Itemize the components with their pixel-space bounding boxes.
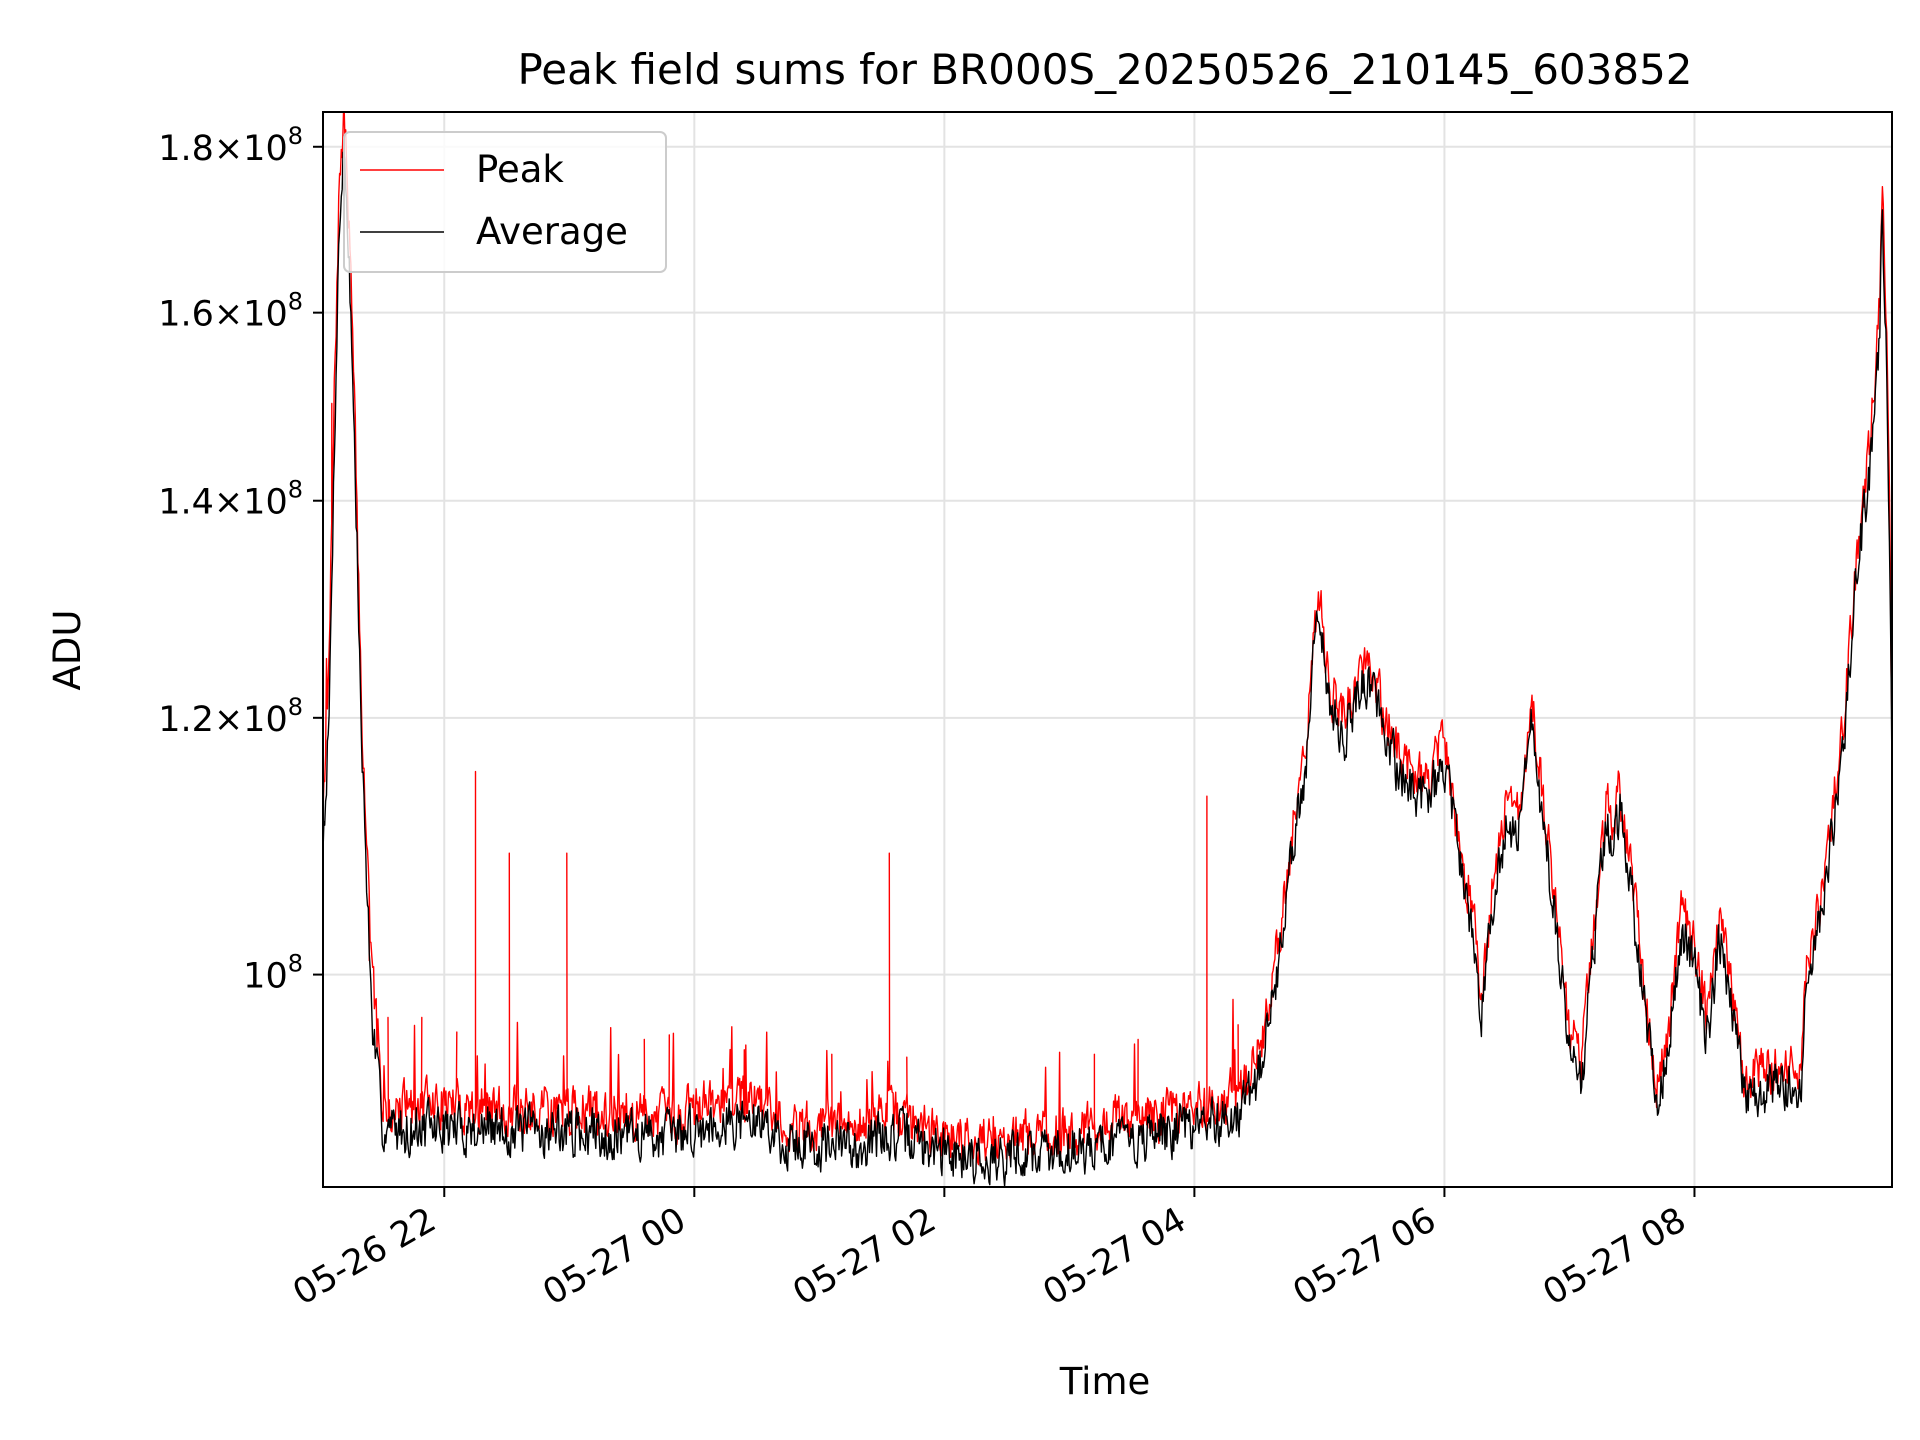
x-tick-label: 05-26 22	[286, 1200, 442, 1313]
x-tick-label: 05-27 02	[787, 1200, 943, 1313]
y-axis-label: ADU	[46, 610, 89, 691]
series-line-peak	[323, 112, 1892, 1166]
plot-area	[323, 112, 1892, 1187]
y-tick-label: 1.4×108	[158, 476, 303, 523]
legend-peak-label: Peak	[476, 148, 564, 191]
y-tick-label: 1.2×108	[158, 693, 303, 740]
legend-average-label: Average	[476, 210, 628, 253]
x-tick-label: 05-27 06	[1287, 1200, 1443, 1313]
series-line-average	[323, 151, 1892, 1187]
legend-box	[343, 131, 667, 273]
x-tick-label: 05-27 00	[537, 1200, 693, 1313]
chart-title: Peak field sums for BR000S_20250526_2101…	[517, 45, 1692, 94]
x-axis: 05-26 22 05-27 00 05-27 02 05-27 04 05-27 06…	[286, 1187, 1696, 1313]
axes-frame	[322, 111, 1893, 1188]
series-lines	[323, 112, 1892, 1187]
y-tick-label: 1.8×108	[158, 122, 303, 169]
legend: Peak Average	[343, 131, 667, 273]
y-tick-label: 1.6×108	[158, 288, 303, 335]
x-axis-label: Time	[1059, 1360, 1151, 1403]
y-tick-label: 108	[243, 950, 303, 997]
y-axis: 108 1.2×108 1.4×108 1.6×108 1.8×108	[158, 122, 323, 997]
x-tick-label: 05-27 08	[1537, 1200, 1693, 1313]
x-tick-label: 05-27 04	[1037, 1200, 1193, 1313]
